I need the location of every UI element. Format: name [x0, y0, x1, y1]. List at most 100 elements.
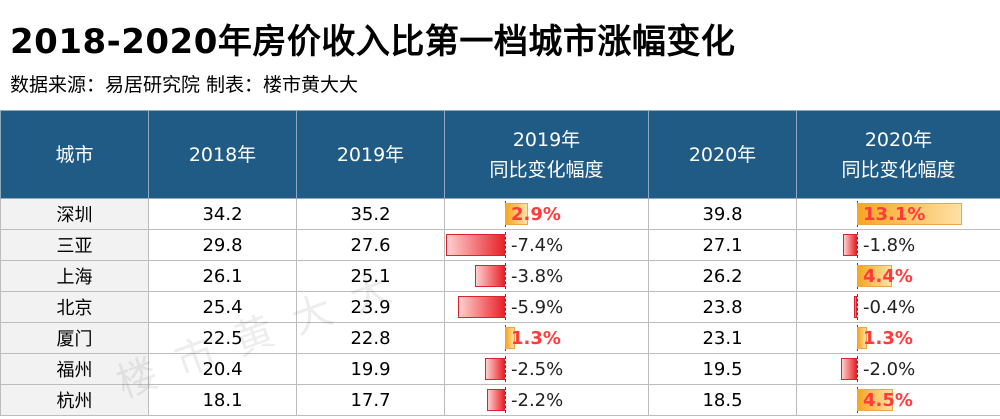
header-2018: 2018年: [148, 110, 297, 199]
change-bar: [857, 203, 962, 225]
bar-axis: [505, 294, 506, 320]
bar-axis: [505, 356, 506, 382]
cell-city: 深圳: [0, 198, 149, 230]
table-row: 三亚 29.8 27.6 -7.4% 27.1 -1.8%: [0, 229, 1000, 261]
change-value: -2.2%: [511, 389, 564, 411]
cell-2019-change: -2.5%: [444, 353, 649, 385]
cell-2019: 35.2: [296, 198, 445, 230]
cell-2020-change: -2.0%: [796, 353, 1000, 385]
cell-2020: 23.8: [648, 291, 797, 323]
cell-2018: 25.4: [148, 291, 297, 323]
page-title: 2018-2020年房价收入比第一档城市涨幅变化: [10, 22, 736, 62]
change-value: 4.4%: [863, 265, 913, 287]
change-bar: [505, 327, 516, 349]
city-table: 城市 2018年 2019年 2019年 同比变化幅度 2020年 2020年 …: [0, 110, 1000, 416]
header-2020-change-line2: 同比变化幅度: [841, 158, 956, 181]
change-value: 1.3%: [511, 327, 561, 349]
cell-2019: 23.9: [296, 291, 445, 323]
cell-2019-change: -2.2%: [444, 384, 649, 416]
cell-2019: 19.9: [296, 353, 445, 385]
cell-2020: 19.5: [648, 353, 797, 385]
cell-2019-change: -7.4%: [444, 229, 649, 261]
change-bar: [857, 265, 893, 287]
cell-2020-change: 13.1%: [796, 198, 1000, 230]
cell-2018: 22.5: [148, 322, 297, 354]
header-2019-change-line2: 同比变化幅度: [489, 158, 604, 181]
cell-2019-change: 2.9%: [444, 198, 649, 230]
change-bar: [445, 234, 505, 256]
cell-city: 三亚: [0, 229, 149, 261]
table-row: 杭州 18.1 17.7 -2.2% 18.5 4.5%: [0, 384, 1000, 416]
cell-2019: 17.7: [296, 384, 445, 416]
bar-axis: [857, 356, 858, 382]
change-value: -7.4%: [511, 234, 564, 256]
cell-2018: 20.4: [148, 353, 297, 385]
cell-city: 福州: [0, 353, 149, 385]
change-value: -3.8%: [511, 265, 564, 287]
table-body: 深圳 34.2 35.2 2.9% 39.8 13.1% 三亚 29.8 27.…: [0, 198, 1000, 416]
cell-city: 北京: [0, 291, 149, 323]
change-bar: [841, 358, 857, 380]
cell-2018: 18.1: [148, 384, 297, 416]
bar-axis: [505, 232, 506, 258]
change-bar: [857, 327, 868, 349]
cell-2020-change: 1.3%: [796, 322, 1000, 354]
change-bar: [842, 234, 857, 256]
header-2019-change-line1: 2019年: [512, 128, 581, 151]
cell-2019: 27.6: [296, 229, 445, 261]
change-bar: [485, 358, 505, 380]
cell-2020: 27.1: [648, 229, 797, 261]
cell-2018: 34.2: [148, 198, 297, 230]
header-2020-change: 2020年 同比变化幅度: [796, 110, 1000, 199]
cell-2020: 18.5: [648, 384, 797, 416]
bar-axis: [857, 294, 858, 320]
cell-2019-change: 1.3%: [444, 322, 649, 354]
cell-2020-change: 4.4%: [796, 260, 1000, 292]
cell-2019: 25.1: [296, 260, 445, 292]
change-value: 1.3%: [863, 327, 913, 349]
table-row: 上海 26.1 25.1 -3.8% 26.2 4.4%: [0, 260, 1000, 292]
header-2020-change-line1: 2020年: [864, 128, 933, 151]
cell-2020: 39.8: [648, 198, 797, 230]
change-bar: [853, 296, 857, 318]
change-bar: [505, 203, 529, 225]
change-bar: [457, 296, 505, 318]
table-row: 北京 25.4 23.9 -5.9% 23.8 -0.4%: [0, 291, 1000, 323]
cell-2018: 26.1: [148, 260, 297, 292]
page-subtitle: 数据来源：易居研究院 制表：楼市黄大大: [10, 74, 359, 96]
cell-2018: 29.8: [148, 229, 297, 261]
change-bar: [474, 265, 505, 287]
cell-2019-change: -5.9%: [444, 291, 649, 323]
title-area: 2018-2020年房价收入比第一档城市涨幅变化 数据来源：易居研究院 制表：楼…: [0, 0, 1000, 108]
change-value: -2.0%: [863, 358, 916, 380]
cell-2020-change: -0.4%: [796, 291, 1000, 323]
change-value: 4.5%: [863, 389, 913, 411]
cell-2020-change: 4.5%: [796, 384, 1000, 416]
change-value: -1.8%: [863, 234, 916, 256]
cell-2020: 23.1: [648, 322, 797, 354]
change-bar: [487, 389, 505, 411]
table-row: 厦门 22.5 22.8 1.3% 23.1 1.3%: [0, 322, 1000, 354]
header-2019: 2019年: [296, 110, 445, 199]
cell-2019-change: -3.8%: [444, 260, 649, 292]
change-value: -2.5%: [511, 358, 564, 380]
cell-2020: 26.2: [648, 260, 797, 292]
change-value: 2.9%: [511, 203, 561, 225]
change-value: 13.1%: [863, 203, 926, 225]
header-2020: 2020年: [648, 110, 797, 199]
bar-axis: [505, 387, 506, 413]
change-value: -5.9%: [511, 296, 564, 318]
change-value: -0.4%: [863, 296, 916, 318]
bar-axis: [857, 232, 858, 258]
bar-axis: [505, 263, 506, 289]
cell-city: 杭州: [0, 384, 149, 416]
cell-city: 厦门: [0, 322, 149, 354]
cell-city: 上海: [0, 260, 149, 292]
table-header-row: 城市 2018年 2019年 2019年 同比变化幅度 2020年 2020年 …: [0, 110, 1000, 199]
cell-2020-change: -1.8%: [796, 229, 1000, 261]
cell-2019: 22.8: [296, 322, 445, 354]
change-bar: [857, 389, 893, 411]
header-city: 城市: [0, 110, 149, 199]
table-row: 福州 20.4 19.9 -2.5% 19.5 -2.0%: [0, 353, 1000, 385]
table-row: 深圳 34.2 35.2 2.9% 39.8 13.1%: [0, 198, 1000, 230]
